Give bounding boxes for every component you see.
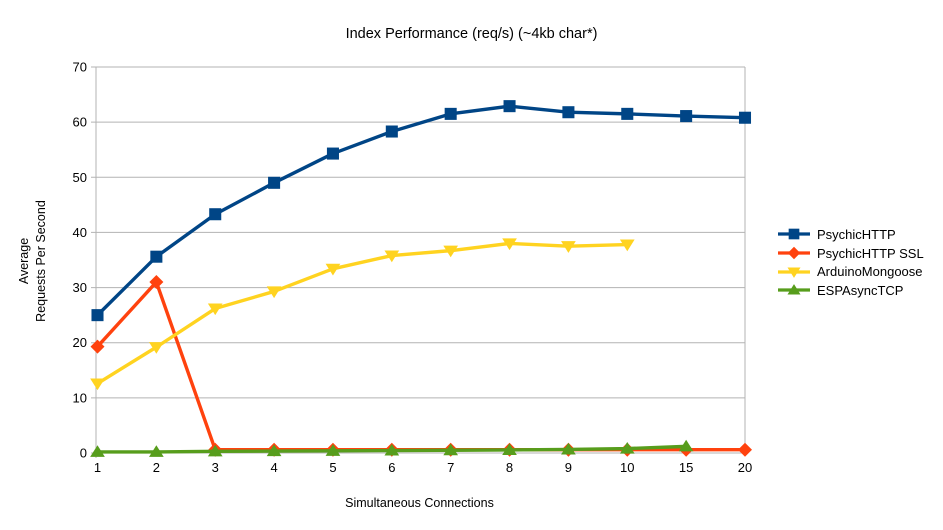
legend-item-psychichttp: PsychicHTTP: [777, 225, 924, 244]
data-point-marker: [90, 445, 105, 457]
data-point-marker: [207, 303, 223, 316]
x-tick-label: 8: [506, 460, 513, 475]
data-point-marker: [503, 100, 516, 113]
data-point-marker: [326, 147, 339, 160]
data-point-marker: [150, 250, 163, 263]
x-tick-label: 6: [388, 460, 395, 475]
data-point-marker: [561, 241, 576, 253]
data-point-marker: [90, 339, 105, 354]
data-point-marker: [444, 107, 457, 120]
data-point-marker: [787, 267, 801, 278]
x-tick-label: 3: [212, 460, 219, 475]
data-point-marker: [266, 444, 282, 457]
legend-label: ArduinoMongoose: [817, 264, 923, 280]
data-point-marker: [788, 229, 800, 240]
data-point-marker: [149, 275, 164, 290]
x-tick-label: 15: [679, 460, 693, 475]
legend-label: PsychicHTTP: [817, 226, 896, 242]
psychichttp-ssl-line-marker-icon: [778, 246, 810, 260]
data-point-marker: [266, 286, 282, 299]
data-point-marker: [385, 125, 398, 138]
x-tick-label: 2: [153, 460, 160, 475]
espasynctcp-line-marker-icon: [778, 284, 810, 295]
psychichttp-line-marker-icon: [778, 229, 810, 240]
legend-label: PsychicHTTP SSL: [817, 245, 924, 261]
y-tick-label: 30: [73, 280, 87, 295]
data-point-marker: [738, 442, 752, 457]
series-line: [95, 104, 747, 317]
data-point-marker: [678, 439, 694, 452]
data-point-marker: [680, 110, 693, 123]
legend-label: ESPAsyncTCP: [817, 282, 904, 298]
data-point-marker: [149, 445, 164, 457]
data-point-marker: [207, 444, 223, 457]
legend-item-psychichttp-ssl: PsychicHTTP SSL: [777, 244, 924, 263]
x-tick-label: 4: [270, 460, 277, 475]
chart-title: Index Performance (req/s) (~4kb char*): [345, 26, 598, 42]
data-point-marker: [738, 111, 752, 124]
x-axis-title: Simultaneous Connections: [345, 496, 494, 510]
data-point-marker: [443, 443, 459, 456]
data-point-marker: [787, 246, 801, 260]
data-point-marker: [90, 378, 105, 391]
data-point-marker: [384, 443, 400, 456]
data-point-marker: [209, 208, 222, 221]
legend-item-arduinomongoose: ArduinoMongoose: [777, 262, 924, 281]
x-tick-label: 5: [329, 460, 336, 475]
data-point-marker: [384, 250, 400, 263]
x-tick-label: 20: [738, 460, 752, 475]
legend-item-espasynctcp: ESPAsyncTCP: [777, 281, 924, 300]
data-point-marker: [561, 442, 576, 455]
data-point-marker: [621, 107, 634, 120]
data-point-marker: [562, 106, 575, 119]
arduinomongoose-line-marker-icon: [778, 267, 810, 278]
data-point-marker: [268, 176, 281, 189]
data-point-marker: [787, 284, 801, 295]
y-tick-label: 10: [73, 390, 87, 405]
data-point-marker: [619, 239, 635, 252]
data-point-marker: [619, 441, 635, 454]
data-point-marker: [502, 238, 517, 251]
data-point-marker: [502, 443, 517, 456]
y-tick-label: 40: [73, 225, 87, 240]
data-point-marker: [149, 342, 164, 354]
legend: PsychicHTTP PsychicHTTP SSL ArduinoMongo…: [777, 225, 924, 300]
y-tick-label: 50: [73, 170, 87, 185]
y-tick-label: 60: [73, 115, 87, 130]
y-tick-label: 0: [80, 446, 87, 461]
series-line: [95, 241, 629, 386]
x-tick-label: 1: [94, 460, 101, 475]
data-point-marker: [443, 245, 459, 258]
y-tick-label: 70: [73, 60, 87, 75]
x-tick-label: 10: [620, 460, 634, 475]
data-point-marker: [325, 444, 341, 456]
data-point-marker: [91, 309, 104, 322]
y-tick-label: 20: [73, 335, 87, 350]
series-line: [95, 280, 747, 452]
x-tick-label: 9: [565, 460, 572, 475]
x-tick-label: 7: [447, 460, 454, 475]
data-point-marker: [325, 263, 341, 276]
